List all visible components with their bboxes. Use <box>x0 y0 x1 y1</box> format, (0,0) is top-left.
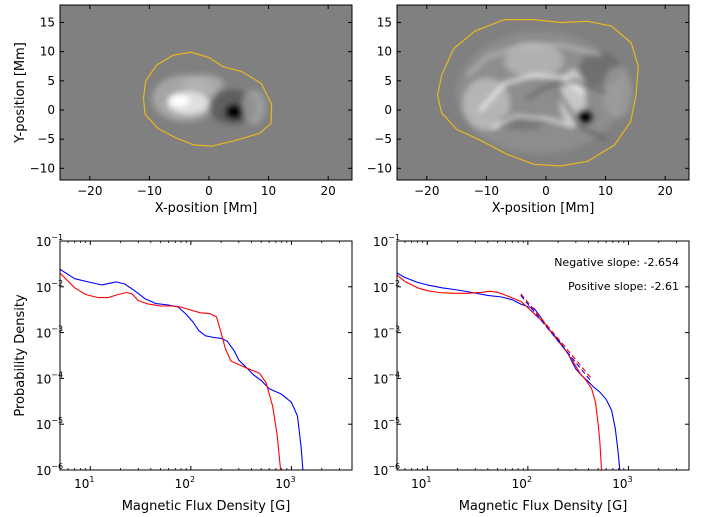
y-tick-label: 10−4 <box>36 370 63 386</box>
y-tick-label: 0 <box>384 103 392 117</box>
y-tick-label: 10−1 <box>373 233 400 249</box>
magnetogram-blob <box>225 104 245 120</box>
panel-map-right: −20 −10 0 10 20 −10 −5 0 5 10 15 X-position [Mm] <box>367 4 690 216</box>
magnetogram-blob <box>575 109 594 125</box>
y-tick-label: 15 <box>377 16 392 30</box>
y-tick-label: 10−6 <box>373 462 400 478</box>
x-tick-label: 102 <box>175 475 195 491</box>
panel-pdf-left: 101 102 103 10−1 10−2 10−3 10−4 10−5 10−6 Magneti… <box>13 233 353 514</box>
magnetogram-field <box>142 51 273 147</box>
y-tick-label: −5 <box>374 132 392 146</box>
magnetogram-blobs <box>152 74 266 125</box>
plot-background <box>60 241 352 470</box>
magnetogram-blob <box>602 66 633 119</box>
magnetogram-blob <box>182 74 224 94</box>
axes-frame <box>59 4 353 181</box>
x-tick-label: 101 <box>74 475 94 491</box>
y-axis-label: Y-position [Mm] <box>13 42 28 144</box>
contour-line <box>142 51 273 147</box>
x-axis-label: X-position [Mm] <box>492 201 595 216</box>
x-axis-label: Magnetic Flux Density [G] <box>459 499 628 514</box>
x-axis-label: Magnetic Flux Density [G] <box>122 499 291 514</box>
x-tick-label: 10 <box>598 184 613 198</box>
y-tick-label: 10−5 <box>36 416 63 432</box>
x-tick-label: −10 <box>474 184 499 198</box>
magnetogram-field <box>436 19 639 167</box>
y-tick-label: −10 <box>367 161 392 175</box>
magnetogram-swirl <box>556 91 607 141</box>
pdf-series-line <box>397 274 603 470</box>
contour-line <box>436 19 639 167</box>
magnetogram-swirl <box>490 114 572 129</box>
slope-annotation: Positive slope: -2.61 <box>568 280 679 293</box>
axes-frame <box>59 240 353 471</box>
y-tick-label: 10−2 <box>36 279 63 295</box>
y-tick-label: 10 <box>377 45 392 59</box>
y-tick-label: 10−3 <box>373 325 400 341</box>
plot-lines <box>397 272 621 470</box>
x-tick-label: −20 <box>77 184 102 198</box>
panel-map-left: −20 −10 0 10 20 −10 −5 0 5 10 15 X-position [Mm] Y-p… <box>13 4 353 216</box>
y-tick-label: 5 <box>384 74 392 88</box>
x-tick-label: 20 <box>658 184 673 198</box>
magnetogram-swirl <box>467 44 601 77</box>
x-tick-label: −10 <box>137 184 162 198</box>
magnetogram-blob <box>241 89 266 125</box>
axes-frame <box>396 4 690 181</box>
pdf-series-line <box>60 268 304 470</box>
y-tick-label: −5 <box>37 132 55 146</box>
panel-pdf-right: 101 102 103 10−1 10−2 10−3 10−4 10−5 10−6 Magneti… <box>373 233 690 514</box>
pdf-series-line <box>60 272 282 470</box>
x-tick-label: 0 <box>205 184 213 198</box>
plot-lines <box>60 268 304 470</box>
x-tick-label: 103 <box>612 475 632 491</box>
y-tick-label: 10−6 <box>36 462 63 478</box>
x-tick-label: 102 <box>512 475 532 491</box>
pdf-series-line <box>397 272 621 470</box>
plot-background <box>397 241 689 470</box>
x-tick-label: −20 <box>414 184 439 198</box>
y-tick-label: 0 <box>47 103 55 117</box>
slope-fit-line <box>520 295 591 381</box>
slope-annotation: Negative slope: -2.654 <box>554 256 679 269</box>
y-tick-label: 15 <box>40 16 55 30</box>
y-tick-label: 10−5 <box>373 416 400 432</box>
axes-frame <box>396 240 690 471</box>
slope-fit-line <box>520 293 591 378</box>
x-axis-label: X-position [Mm] <box>155 201 258 216</box>
magnetogram-blob <box>504 42 564 78</box>
x-tick-label: 101 <box>411 475 431 491</box>
y-tick-label: 10−1 <box>36 233 63 249</box>
x-tick-label: 0 <box>542 184 550 198</box>
y-tick-label: −10 <box>30 161 55 175</box>
magnetogram-swirl <box>527 79 607 100</box>
y-tick-label: 10−4 <box>373 370 400 386</box>
x-tick-label: 103 <box>275 475 295 491</box>
y-axis-label: Probability Density <box>13 294 28 417</box>
y-tick-label: 10−2 <box>373 279 400 295</box>
x-tick-label: 20 <box>321 184 336 198</box>
magnetogram-blob <box>168 94 190 107</box>
y-tick-label: 10 <box>40 45 55 59</box>
x-tick-label: 10 <box>261 184 276 198</box>
y-tick-label: 5 <box>47 74 55 88</box>
y-tick-label: 10−3 <box>36 325 63 341</box>
